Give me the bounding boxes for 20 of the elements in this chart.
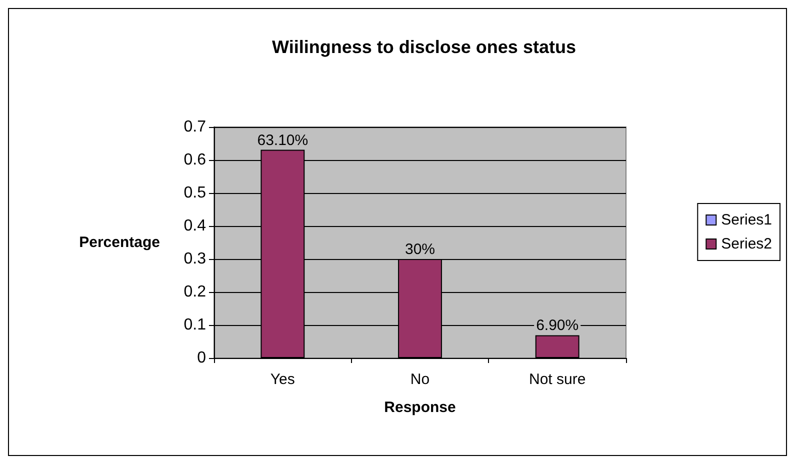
x-axis-title: Response xyxy=(384,399,456,416)
y-tick-label: 0.3 xyxy=(184,250,206,268)
y-tick-label: 0.6 xyxy=(184,152,206,168)
data-label: 63.10% xyxy=(257,132,308,149)
bar xyxy=(535,335,580,358)
y-tick-label: 0 xyxy=(197,350,206,366)
y-axis-title: Percentage xyxy=(79,234,160,251)
legend-label: Series2 xyxy=(721,236,772,252)
data-label: 30% xyxy=(404,241,436,258)
y-tick-label: 0.2 xyxy=(184,284,206,300)
x-tick-label: Not sure xyxy=(528,371,586,388)
x-tick-label: No xyxy=(410,371,430,388)
chart-title: Wiilingness to disclose ones status xyxy=(272,37,576,57)
x-tick-label: Yes xyxy=(270,371,295,388)
legend-label: Series1 xyxy=(721,212,772,228)
data-label: 6.90% xyxy=(536,317,579,334)
y-tick-label: 0.7 xyxy=(184,118,206,136)
y-tick-label: 0.5 xyxy=(184,184,206,202)
y-tick-label: 0.4 xyxy=(184,218,206,234)
y-tick-label: 0.1 xyxy=(184,316,206,334)
